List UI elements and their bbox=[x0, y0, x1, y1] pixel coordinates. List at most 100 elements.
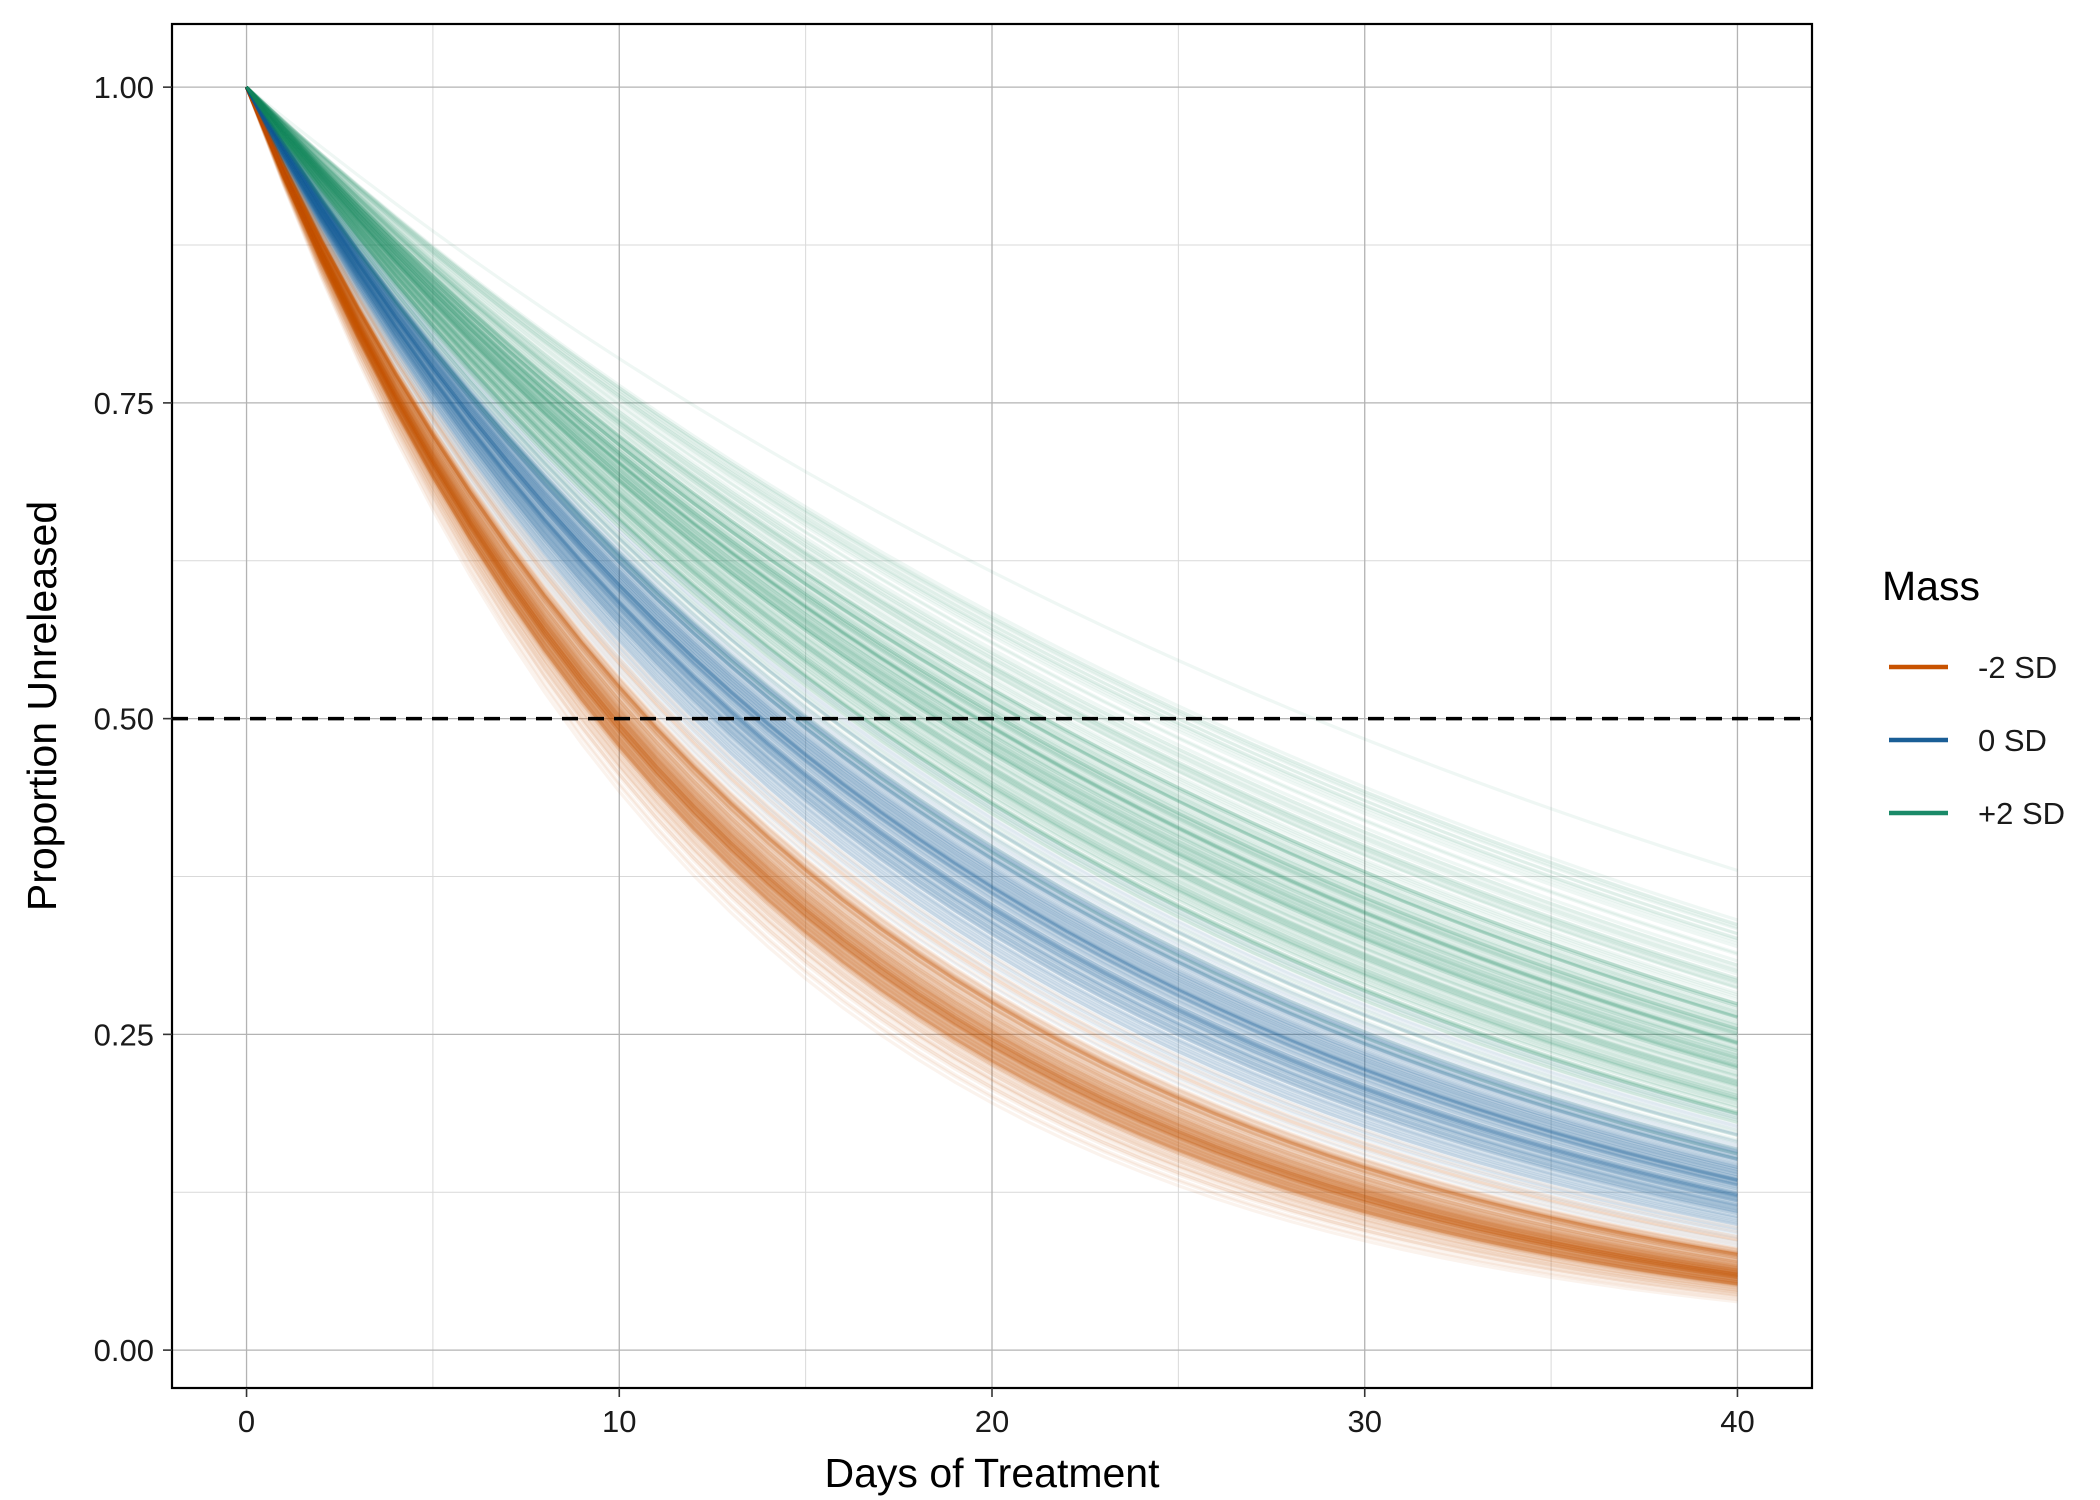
series-draw-line bbox=[245, 86, 1738, 1197]
series-draw-line bbox=[245, 86, 1738, 1278]
series-draw-line bbox=[245, 86, 1738, 1101]
series-draw-line bbox=[245, 86, 1738, 1191]
series-draw-line bbox=[245, 86, 1738, 1193]
series-draw-line bbox=[245, 86, 1738, 1256]
series-draw-line bbox=[245, 86, 1738, 1097]
series-draw-line bbox=[245, 86, 1738, 1164]
series-draw-line bbox=[245, 86, 1738, 1110]
series-draw-line bbox=[245, 86, 1738, 1082]
series-draw-line bbox=[245, 86, 1738, 1086]
series-draw-line bbox=[245, 86, 1738, 1015]
series-draw-line bbox=[245, 86, 1738, 1199]
series-draw-line bbox=[245, 86, 1738, 1256]
series-draw-line bbox=[245, 86, 1738, 1285]
series-draw-line bbox=[245, 86, 1738, 1267]
series-draw-line bbox=[245, 86, 1738, 1160]
series-draw-line bbox=[245, 86, 1738, 1201]
series-draw-line bbox=[245, 86, 1738, 1144]
series-draw-line bbox=[245, 86, 1738, 1286]
series-draw-line bbox=[245, 86, 1738, 1033]
series-draw-line bbox=[245, 86, 1738, 1284]
series-draw-line bbox=[245, 86, 1738, 1274]
series-draw-line bbox=[245, 86, 1738, 1278]
series-draw-line bbox=[245, 86, 1738, 1071]
series-draw-line bbox=[245, 86, 1738, 1186]
series-draw-line bbox=[245, 86, 1738, 1258]
series-draw-line bbox=[245, 86, 1738, 1128]
series-draw-line bbox=[245, 85, 1738, 973]
series-draw-line bbox=[245, 86, 1738, 1159]
series-draw-line bbox=[245, 86, 1738, 1161]
series-draw-line bbox=[245, 86, 1738, 1270]
series-draw-line bbox=[245, 86, 1738, 1026]
series-draw-line bbox=[245, 86, 1738, 1183]
series-draw-line bbox=[245, 86, 1738, 1155]
series-draw-line bbox=[245, 86, 1738, 1008]
series-draw-line bbox=[245, 86, 1738, 1216]
series-draw-line bbox=[245, 86, 1738, 1267]
series-draw-line bbox=[245, 86, 1738, 1031]
series-draw-line bbox=[245, 86, 1738, 1266]
series-draw-line bbox=[245, 86, 1738, 1095]
series-draw-line bbox=[245, 86, 1738, 1068]
series-draw-line bbox=[245, 86, 1738, 1063]
series-draw-line bbox=[245, 86, 1738, 1272]
series-draw-line bbox=[245, 85, 1738, 956]
series-draw-line bbox=[245, 86, 1738, 1271]
series-draw-line bbox=[245, 86, 1738, 1197]
series-draw-line bbox=[245, 86, 1738, 1031]
series-draw-line bbox=[245, 86, 1738, 1085]
series-draw-line bbox=[245, 86, 1738, 1254]
series-draw-line bbox=[245, 86, 1738, 1281]
series-draw-line bbox=[245, 86, 1738, 1093]
series-draw-line bbox=[245, 85, 1738, 970]
series-draw-line bbox=[245, 86, 1738, 1028]
series-draw-line bbox=[245, 86, 1738, 1304]
y-tick-label: 1.00 bbox=[94, 70, 154, 105]
y-axis-title: Proportion Unreleased bbox=[19, 501, 65, 911]
series-draw-line bbox=[245, 86, 1738, 1043]
series-draw-line bbox=[245, 86, 1738, 1048]
series-draw-line bbox=[245, 86, 1738, 1280]
series-draw-line bbox=[245, 86, 1738, 1046]
series-draw-line bbox=[245, 86, 1738, 1285]
series-draw-line bbox=[245, 86, 1738, 1278]
series-draw-line bbox=[245, 86, 1738, 1210]
series-draw-line bbox=[245, 86, 1738, 1167]
series-draw-line bbox=[245, 86, 1738, 1186]
series-draw-line bbox=[245, 86, 1738, 1013]
series-draw-line bbox=[245, 86, 1738, 1182]
series-draw-line bbox=[245, 86, 1738, 1282]
series-draw-line bbox=[245, 86, 1738, 1019]
series-draw-line bbox=[245, 86, 1738, 1204]
series-draw-line bbox=[245, 86, 1738, 1137]
series-draw-line bbox=[245, 86, 1738, 1040]
y-tick-label: 0.75 bbox=[94, 386, 154, 421]
series-draw-line bbox=[245, 86, 1738, 1143]
series-draw-line bbox=[245, 86, 1738, 1070]
series-draw-line bbox=[245, 85, 1738, 927]
series-draw-line bbox=[245, 86, 1738, 1186]
series-draw-line bbox=[245, 86, 1738, 1288]
series-draw-line bbox=[245, 86, 1738, 1275]
series-draw-line bbox=[245, 86, 1738, 1207]
series-draw-line bbox=[245, 86, 1738, 1272]
series-draw-line bbox=[245, 86, 1738, 1138]
x-tick-label: 30 bbox=[1347, 1404, 1381, 1439]
legend: Mass -2 SD 0 SD +2 SD bbox=[1882, 563, 2065, 831]
legend-label: 0 SD bbox=[1978, 723, 2047, 758]
series-draw-line bbox=[245, 86, 1738, 1100]
series-draw-line bbox=[245, 86, 1738, 1233]
series-draw-line bbox=[245, 86, 1738, 1266]
series-draw-line bbox=[245, 86, 1738, 1052]
series-draw-line bbox=[245, 86, 1738, 1184]
series-draw-line bbox=[245, 85, 1738, 990]
series-draw-line bbox=[245, 86, 1738, 1002]
series-1 bbox=[245, 86, 1738, 1248]
series-draw-line bbox=[245, 86, 1738, 1151]
series-draw-line bbox=[245, 86, 1738, 1105]
series-draw-line bbox=[245, 86, 1738, 1218]
series-draw-line bbox=[245, 86, 1738, 1292]
series-draw-line bbox=[245, 86, 1738, 1067]
series-draw-line bbox=[245, 86, 1738, 1275]
